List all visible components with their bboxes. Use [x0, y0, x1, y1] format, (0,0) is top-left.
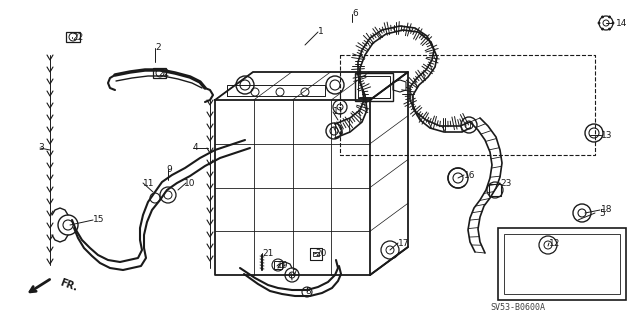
Circle shape — [602, 28, 604, 30]
Text: 18: 18 — [601, 205, 612, 214]
Bar — [504, 234, 620, 294]
Circle shape — [602, 16, 604, 18]
Text: 2: 2 — [155, 43, 161, 53]
Circle shape — [612, 22, 614, 24]
Text: 5: 5 — [599, 209, 605, 218]
Text: 12: 12 — [549, 239, 561, 248]
Text: 19: 19 — [277, 262, 289, 271]
Circle shape — [609, 16, 611, 18]
Bar — [274, 261, 282, 269]
Bar — [489, 184, 501, 196]
Bar — [66, 32, 80, 42]
Text: 8: 8 — [305, 286, 311, 295]
Text: 21: 21 — [262, 249, 273, 257]
Bar — [355, 73, 393, 101]
Text: 16: 16 — [464, 170, 476, 180]
Text: 17: 17 — [398, 239, 410, 248]
Text: 13: 13 — [601, 130, 612, 139]
Text: SV53-B0600A: SV53-B0600A — [490, 303, 545, 313]
Text: 7: 7 — [291, 269, 297, 278]
Text: 10: 10 — [184, 179, 195, 188]
Text: 23: 23 — [500, 179, 511, 188]
Circle shape — [609, 28, 611, 30]
Circle shape — [598, 22, 600, 24]
Text: 1: 1 — [318, 27, 324, 36]
Text: 20: 20 — [315, 249, 326, 257]
Text: 22: 22 — [158, 69, 169, 78]
Bar — [153, 68, 166, 78]
Text: 11: 11 — [143, 179, 154, 188]
Text: 9: 9 — [166, 165, 172, 174]
Text: FR.: FR. — [58, 277, 78, 293]
Text: 15: 15 — [93, 216, 104, 225]
Bar — [358, 76, 390, 98]
Text: 6: 6 — [352, 10, 358, 19]
Text: 4: 4 — [193, 144, 198, 152]
Bar — [498, 228, 626, 300]
Text: 14: 14 — [616, 19, 627, 27]
Text: 3: 3 — [38, 144, 44, 152]
Text: 11: 11 — [333, 108, 344, 116]
Text: 22: 22 — [72, 33, 83, 42]
